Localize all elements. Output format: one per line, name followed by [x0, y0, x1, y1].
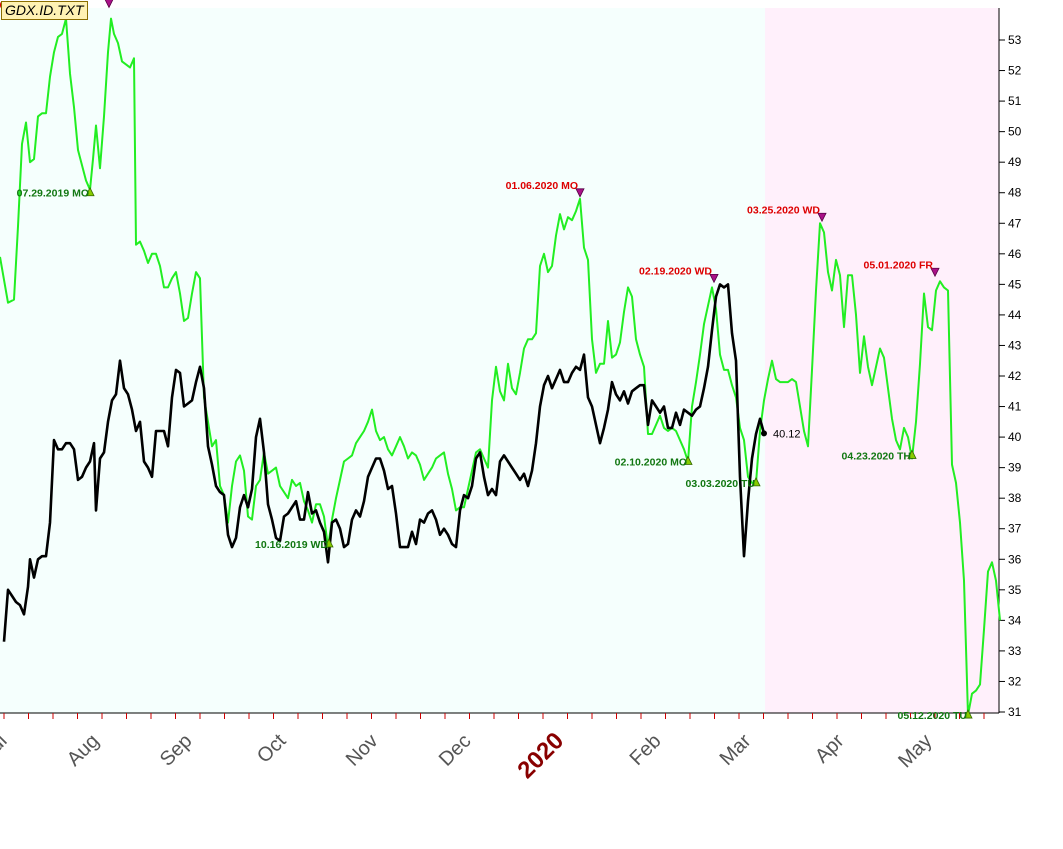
peak-label: 01.06.2020 MO: [506, 180, 578, 192]
x-tick-label: Apr: [811, 730, 849, 768]
y-tick-label: 43: [1008, 338, 1022, 352]
x-tick-label: 2020: [512, 727, 569, 784]
y-tick-label: 49: [1008, 155, 1022, 169]
y-tick-label: 36: [1008, 552, 1022, 566]
y-tick-label: 50: [1008, 125, 1022, 139]
trough-label: 10.16.2019 WD: [255, 539, 328, 551]
y-tick-label: 37: [1008, 522, 1022, 536]
y-tick-label: 42: [1008, 369, 1022, 383]
x-tick-label: Dec: [435, 730, 476, 771]
y-tick-label: 39: [1008, 461, 1022, 475]
trough-marker: [324, 538, 334, 548]
y-axis-ticks: 31 32 33 34 35 36 37 38 39 40 41 42 43 44 45 46 47 48 49 50…: [999, 33, 1022, 719]
green-series-line: [0, 17, 1001, 717]
y-tick-label: 41: [1008, 400, 1022, 414]
y-tick-label: 33: [1008, 644, 1022, 658]
x-tick-label: Mar: [716, 730, 756, 770]
x-tick-label: May: [894, 730, 936, 772]
peak-label: 03.25.2020 WD: [747, 204, 820, 216]
y-tick-label: 53: [1008, 33, 1022, 47]
trough-marker: [907, 449, 917, 459]
trough-label: 02.10.2020 MO: [615, 457, 687, 469]
trough-label: 05.12.2020 TU: [898, 710, 967, 722]
peak-label: 05.01.2020 FR: [864, 259, 934, 271]
trough-marker: [963, 709, 973, 719]
y-tick-label: 34: [1008, 613, 1022, 627]
peak-marker: [575, 188, 585, 198]
y-tick-label: 40: [1008, 430, 1022, 444]
chart-title: GDX.ID.TXT: [1, 1, 88, 20]
y-tick-label: 32: [1008, 674, 1022, 688]
trough-marker: [85, 186, 95, 197]
trough-marker: [751, 477, 761, 487]
trough-label: 07.29.2019 MO: [17, 188, 89, 200]
y-tick-label: 52: [1008, 64, 1022, 78]
y-tick-label: 48: [1008, 186, 1022, 200]
x-tick-label: Aug: [63, 730, 104, 771]
trough-label: 04.23.2020 TH: [842, 450, 911, 462]
last-value-dot: [761, 430, 767, 437]
y-tick-label: 51: [1008, 94, 1022, 108]
y-tick-label: 31: [1008, 705, 1022, 719]
forecast-background: [765, 8, 999, 713]
x-axis-ticks: Jul Aug Sep Oct Nov Dec 2020 Feb Mar Apr May: [0, 713, 985, 784]
y-tick-label: 45: [1008, 277, 1022, 291]
peak-label: 02.19.2020 WD: [639, 265, 712, 277]
peak-marker: [709, 273, 719, 284]
x-tick-label: Sep: [156, 730, 197, 771]
series-group: 40.12: [0, 17, 1001, 717]
peak-marker: [930, 267, 940, 278]
last-value-label: 40.12: [773, 428, 801, 440]
annotation-markers: 07.29.2019 MO 10.16.2019 WD 02.10.2020 MO 0…: [0, 0, 973, 722]
black-series-line: [2, 283, 766, 642]
plot-background: [0, 8, 765, 713]
y-tick-label: 44: [1008, 308, 1022, 322]
x-tick-label: Nov: [342, 730, 383, 771]
y-tick-label: 38: [1008, 491, 1022, 505]
y-tick-label: 46: [1008, 247, 1022, 261]
trough-label: 03.03.2020 TU: [686, 478, 755, 490]
y-tick-label: 35: [1008, 583, 1022, 597]
y-tick-label: 47: [1008, 216, 1022, 230]
peak-marker: [104, 0, 114, 9]
x-tick-label: Oct: [253, 730, 291, 768]
trough-marker: [683, 455, 693, 465]
x-tick-label: Jul: [0, 730, 12, 764]
x-tick-label: Feb: [626, 730, 666, 770]
peak-marker: [817, 212, 827, 223]
